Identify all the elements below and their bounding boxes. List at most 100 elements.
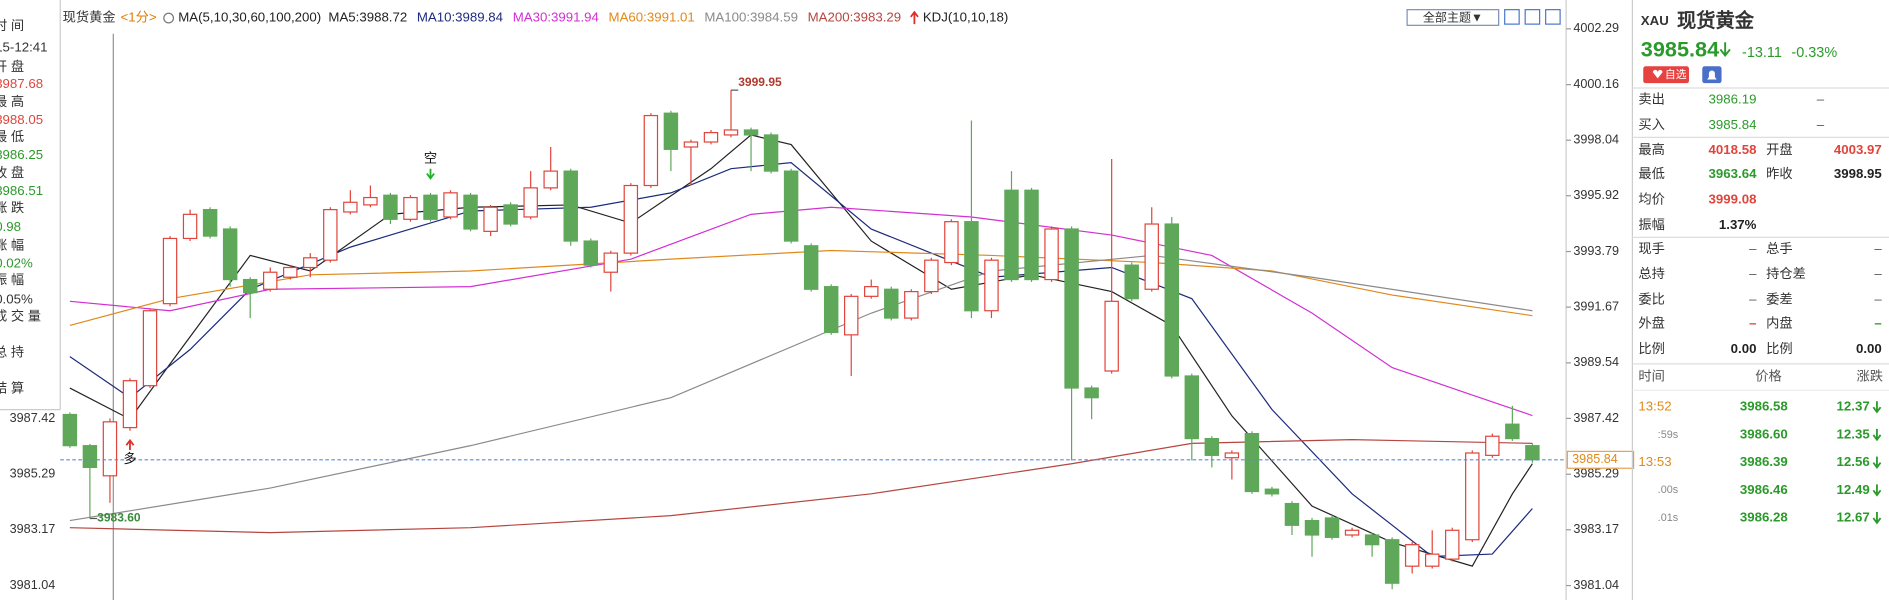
candle-body xyxy=(1144,223,1159,290)
tick-change: 12.56 xyxy=(1837,454,1870,469)
left-panel-item: 3986.51 xyxy=(0,183,43,198)
y-tick-label: 3985.29 xyxy=(1573,467,1619,481)
quote-value: 4018.58 xyxy=(1709,142,1757,157)
price-change-pct: -0.33% xyxy=(1791,45,1837,61)
theme-button[interactable] xyxy=(1406,9,1500,26)
candle-body xyxy=(904,291,919,319)
left-panel-item: 收盘 xyxy=(0,164,28,180)
quote-label: 委差 xyxy=(1766,291,1793,306)
tool-icon[interactable] xyxy=(1504,9,1520,25)
candle-body xyxy=(1364,534,1380,546)
quote-value: – xyxy=(1817,92,1825,107)
tool-icon[interactable] xyxy=(1545,9,1561,25)
tick-price: 3986.60 xyxy=(1740,426,1788,441)
quote-value: 1.37% xyxy=(1719,217,1757,232)
tick-arrow xyxy=(1872,401,1882,414)
legend-entry: MA5:3988.72 xyxy=(328,10,407,25)
left-panel-item: 最高 xyxy=(0,93,28,109)
candle-body xyxy=(583,240,598,266)
candle-body xyxy=(102,421,118,477)
quote-value: – xyxy=(1874,291,1882,306)
candle-body xyxy=(643,114,659,187)
candle-body xyxy=(663,112,679,150)
tick-change: 12.49 xyxy=(1837,482,1870,497)
candle-body xyxy=(1104,300,1119,372)
candle-body xyxy=(1284,502,1300,526)
candle-body xyxy=(1324,517,1340,538)
candle-body xyxy=(423,194,438,220)
candle-body xyxy=(563,170,578,242)
bell-glyph xyxy=(1707,70,1717,80)
candle-body xyxy=(343,201,358,213)
quote-value: – xyxy=(1749,266,1757,281)
candle-body xyxy=(944,221,959,264)
tick-time: 13:52 xyxy=(1638,399,1671,414)
legend-entry: MA30:3991.94 xyxy=(513,10,599,25)
tick-price: 3986.58 xyxy=(1740,399,1788,414)
candle-body xyxy=(843,295,859,336)
quote-label: 开盘 xyxy=(1766,141,1793,157)
left-panel-item: 成交量 xyxy=(0,307,45,323)
tick-change: 12.67 xyxy=(1837,510,1870,525)
tick-arrow xyxy=(1872,456,1882,469)
left-panel-item: 3987.68 xyxy=(0,76,43,91)
legend-entry: MA10:3989.84 xyxy=(417,10,503,25)
toolbar: 全部主题▼ xyxy=(1406,9,1561,26)
candle-body xyxy=(182,213,198,240)
candle-body xyxy=(483,206,498,232)
tool-icon[interactable] xyxy=(1524,9,1541,25)
candle-body xyxy=(443,192,458,218)
candle-body xyxy=(323,209,338,261)
candle-body xyxy=(283,266,298,278)
left-panel-item: 0.05% xyxy=(0,291,33,306)
badge-label[interactable]: 自选 xyxy=(1665,68,1687,81)
candle-body xyxy=(1264,488,1280,495)
quote-label: 总持 xyxy=(1638,266,1665,281)
quote-label: 最高 xyxy=(1638,141,1665,157)
y-tick-label: 4002.29 xyxy=(1573,21,1619,35)
left-panel-item: 0.98 xyxy=(0,219,21,234)
price-change: -13.11 xyxy=(1742,45,1782,61)
candle-body xyxy=(603,252,619,273)
y-tick-label: 3993.79 xyxy=(1573,244,1619,258)
candle-body xyxy=(623,184,639,254)
quote-label: 委比 xyxy=(1638,291,1665,306)
quote-label: 内盘 xyxy=(1766,315,1793,331)
quote-value: 0.00 xyxy=(1731,341,1757,356)
tick-time: .00s xyxy=(1658,484,1679,496)
theme-button-label[interactable]: 全部主题▼ xyxy=(1423,9,1483,24)
tick-header: 价格 xyxy=(1755,369,1782,384)
quote-value: 4003.97 xyxy=(1834,142,1882,157)
symbol: XAU xyxy=(1641,13,1669,28)
candle-body xyxy=(1384,539,1400,584)
candle-body xyxy=(884,288,899,319)
legend-entry: MA200:3983.29 xyxy=(808,10,902,25)
candle-body xyxy=(1204,437,1220,456)
y-tick-label: 3991.67 xyxy=(1573,299,1619,313)
candle-body xyxy=(1445,529,1460,560)
left-y-tick-label: 3985.29 xyxy=(10,467,56,481)
candle-body xyxy=(1465,452,1480,541)
candle-body xyxy=(62,413,78,447)
candle-body xyxy=(1124,264,1139,300)
candle-body xyxy=(803,245,819,290)
candle-body xyxy=(1164,223,1179,377)
ma-line xyxy=(69,439,1533,534)
instrument-name: 现货黄金 xyxy=(1677,9,1755,32)
candle-body xyxy=(703,131,719,143)
y-tick-label: 3983.17 xyxy=(1573,522,1619,536)
quote-value: – xyxy=(1749,241,1757,256)
extra-indicator: KDJ(10,10,18) xyxy=(923,10,1008,25)
candle-body xyxy=(162,237,178,305)
quote-label: 振幅 xyxy=(1638,217,1665,232)
tick-arrow xyxy=(1872,512,1882,525)
candle-body xyxy=(202,209,218,237)
y-tick-label: 3987.42 xyxy=(1573,411,1619,425)
candle-body xyxy=(1525,445,1540,461)
y-tick-label: 3998.04 xyxy=(1573,133,1619,147)
tick-time: :59s xyxy=(1658,429,1679,441)
y-tick-label: 3981.04 xyxy=(1573,578,1619,592)
candle-body xyxy=(743,129,759,136)
quote-label: 持仓差 xyxy=(1766,266,1806,281)
candle-body xyxy=(543,170,558,189)
